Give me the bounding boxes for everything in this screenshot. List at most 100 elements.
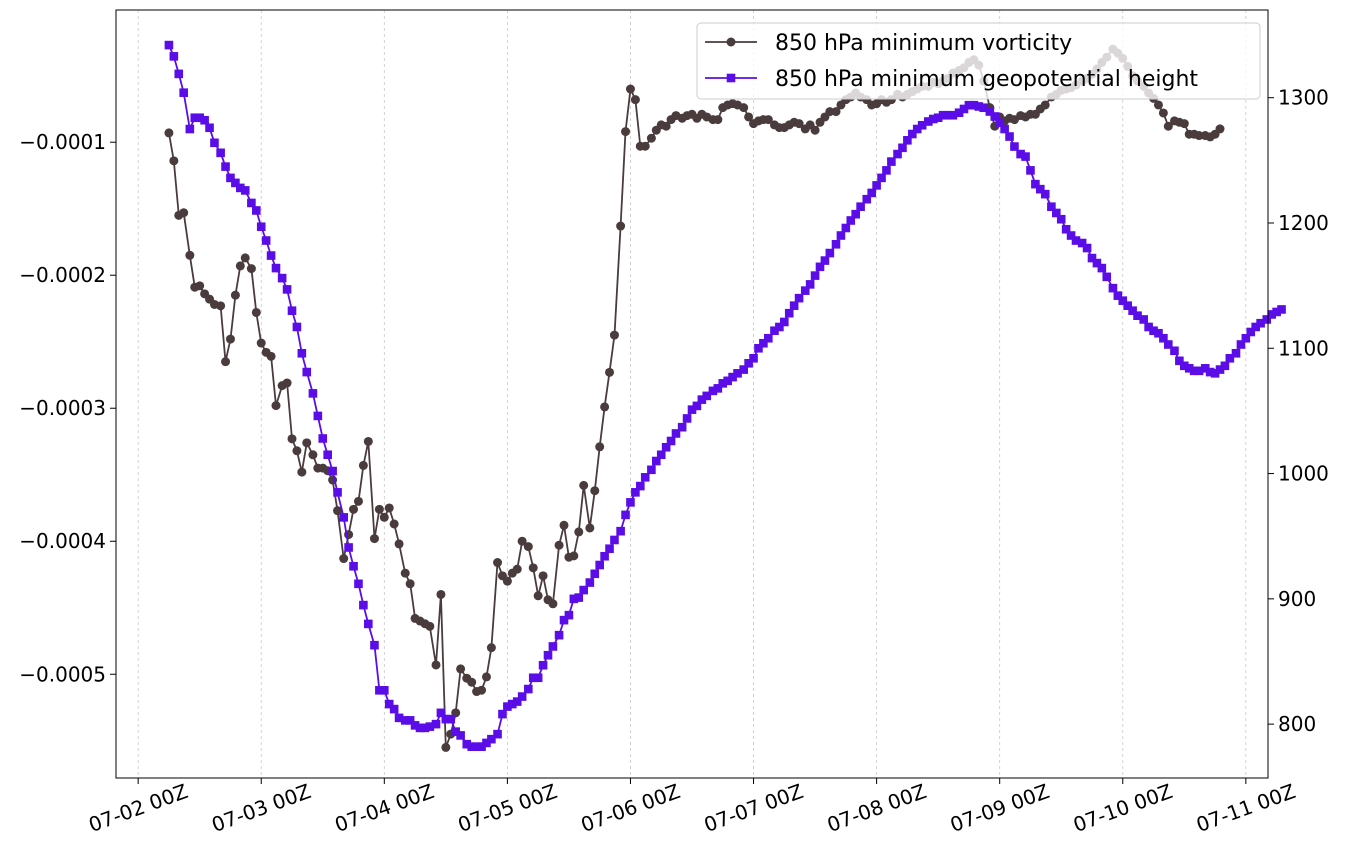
data-point <box>595 560 604 570</box>
data-point <box>1164 340 1173 349</box>
data-point <box>943 110 953 120</box>
data-point <box>1139 315 1148 324</box>
data-point <box>1071 236 1081 245</box>
data-point <box>640 141 650 151</box>
data-point <box>379 512 389 522</box>
data-point <box>247 198 256 208</box>
data-point <box>775 322 784 332</box>
data-point <box>456 664 466 674</box>
data-point <box>487 734 496 744</box>
y-right-tick-label: 900 <box>1278 587 1316 611</box>
y-right-tick-label: 1000 <box>1278 462 1329 486</box>
data-point <box>574 593 584 602</box>
data-point <box>574 527 584 537</box>
data-point <box>1184 364 1194 373</box>
data-point <box>810 271 820 280</box>
data-point <box>226 173 235 183</box>
data-point <box>836 231 846 240</box>
data-point <box>780 317 789 327</box>
data-point <box>590 569 600 579</box>
data-point <box>216 148 225 158</box>
x-tick-label: 07-10 00Z <box>1070 779 1176 837</box>
data-point <box>846 216 856 225</box>
data-point <box>375 686 384 695</box>
data-point <box>924 117 933 126</box>
data-point <box>625 84 635 94</box>
data-point <box>190 113 200 123</box>
data-point <box>600 402 610 412</box>
data-point <box>1010 142 1019 151</box>
data-point <box>595 442 605 452</box>
data-point <box>903 135 912 145</box>
data-point <box>671 429 681 438</box>
data-point <box>1000 124 1009 134</box>
data-point <box>344 543 353 552</box>
legend-item: 850 hPa minimum geopotential height <box>705 67 1198 92</box>
data-point <box>467 677 477 687</box>
data-point <box>349 561 358 571</box>
data-point <box>692 401 702 411</box>
data-point <box>1092 258 1102 268</box>
data-point <box>1108 283 1118 293</box>
x-tick-label: 07-11 00Z <box>1193 779 1299 837</box>
data-point <box>252 206 261 215</box>
data-point <box>974 102 984 111</box>
y-right-tick-label: 800 <box>1278 712 1316 736</box>
data-point <box>794 119 804 129</box>
data-point <box>543 650 553 660</box>
data-point <box>512 697 522 706</box>
data-point <box>739 365 748 374</box>
data-point <box>339 513 348 522</box>
data-point <box>538 660 548 670</box>
data-point <box>477 685 487 695</box>
x-tick-label: 07-08 00Z <box>824 779 930 837</box>
data-point <box>1256 318 1265 328</box>
data-point <box>559 615 569 625</box>
data-point <box>240 253 250 263</box>
data-point <box>333 488 342 497</box>
data-point <box>877 173 886 183</box>
data-point <box>235 261 245 271</box>
data-point <box>1123 301 1132 310</box>
data-point <box>1159 333 1168 343</box>
data-point <box>872 181 881 190</box>
data-point <box>323 450 332 460</box>
data-point <box>221 357 231 367</box>
data-point <box>1170 346 1179 356</box>
data-point <box>384 503 394 513</box>
legend-box <box>696 22 1261 100</box>
data-point <box>954 108 964 118</box>
legend-label: 850 hPa minimum vorticity <box>775 31 1072 56</box>
data-point <box>169 156 179 166</box>
data-point <box>1133 311 1142 320</box>
data-point <box>825 107 835 117</box>
data-point <box>420 723 430 733</box>
data-point <box>1189 366 1199 376</box>
data-point <box>548 599 558 609</box>
data-point <box>969 100 979 110</box>
data-point <box>718 379 728 388</box>
data-point <box>1040 189 1050 199</box>
y-axis-left: −0.0001 −0.0002 −0.0003 −0.0004 −0.0005 <box>19 130 116 686</box>
data-point <box>630 95 640 105</box>
data-point <box>308 389 318 398</box>
data-point <box>882 166 891 175</box>
data-point <box>1052 208 1061 218</box>
data-point <box>425 621 435 631</box>
data-point <box>512 564 522 574</box>
data-point <box>759 338 768 348</box>
data-point <box>353 496 363 506</box>
data-point <box>1210 369 1220 378</box>
data-point <box>1021 152 1030 161</box>
data-point <box>195 281 205 291</box>
data-point <box>1236 340 1246 349</box>
data-point <box>1277 305 1286 314</box>
data-point <box>498 709 507 719</box>
data-point <box>1056 214 1066 224</box>
data-point <box>1251 322 1260 332</box>
data-point <box>482 738 491 748</box>
data-point <box>431 719 441 729</box>
data-point <box>246 264 256 274</box>
data-point <box>609 330 619 340</box>
data-point <box>1215 365 1225 374</box>
